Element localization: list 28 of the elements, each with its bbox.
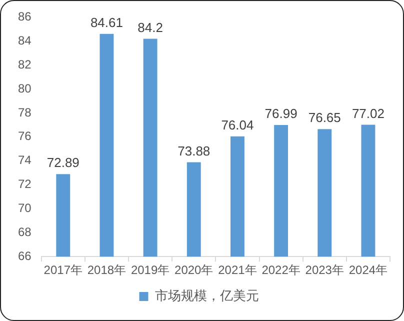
data-label: 84.2 [138,20,163,35]
y-tick-label: 78 [18,105,32,120]
data-label: 73.88 [178,143,210,158]
y-tick-label: 68 [18,224,32,239]
x-tick-label: 2020年 [174,263,214,278]
x-tick-label: 2018年 [87,263,126,278]
x-tick-label: 2019年 [130,263,170,278]
y-tick-label: 70 [18,201,32,216]
y-tick-label: 82 [18,57,32,72]
x-tick-label: 2017年 [44,263,82,278]
x-tick-label: 2021年 [218,263,257,278]
data-label: 72.89 [46,155,80,170]
y-tick-label: 80 [18,81,32,96]
data-label: 76.65 [308,110,341,126]
data-label: 76.04 [221,118,254,132]
x-tick-label: 2022年 [262,263,300,278]
x-tick-label: 2023年 [305,263,344,278]
y-tick-label: 86 [18,10,32,24]
data-label: 76.99 [264,106,298,122]
data-label: 84.61 [90,14,123,30]
x-tick-label: 2024年 [348,263,388,278]
legend-label: 市场规模，亿美元 [154,288,259,304]
data-label: 77.02 [352,106,384,121]
y-tick-label: 66 [18,248,32,263]
y-tick-label: 72 [18,177,32,192]
y-tick-label: 74 [18,153,32,168]
y-tick-label: 84 [18,33,32,48]
y-tick-label: 76 [18,129,32,144]
